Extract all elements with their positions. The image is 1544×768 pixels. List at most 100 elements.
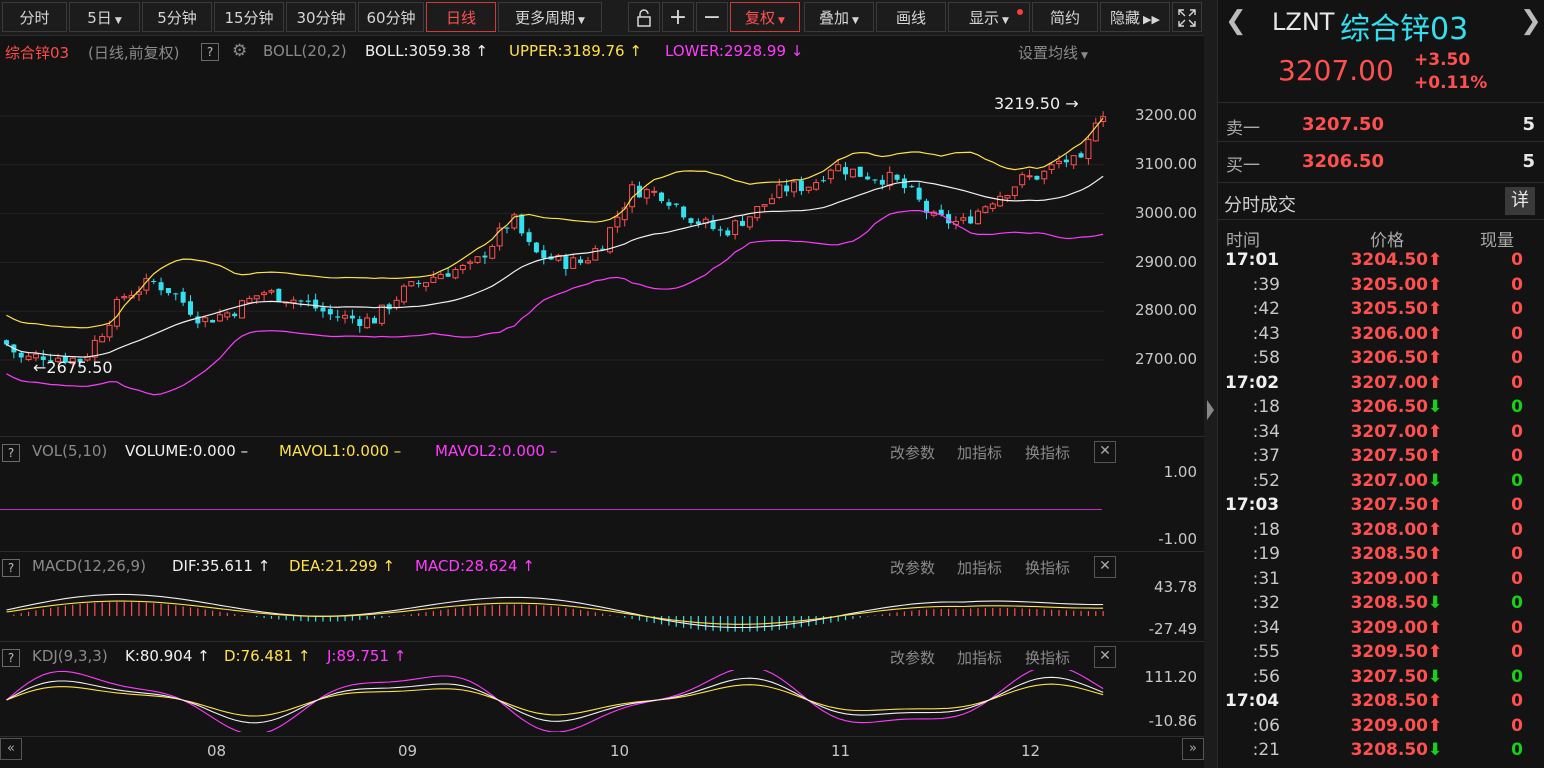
draw-line-button[interactable]: 画线 <box>876 2 946 32</box>
tick-row: :37 3207.50 ⬆ 0 <box>1218 446 1544 471</box>
next-contract-icon[interactable]: ❯ <box>1520 6 1542 36</box>
dea-value: DEA:21.299 ↑ <box>289 557 395 575</box>
candle-body <box>268 290 275 293</box>
candle-body <box>467 261 474 264</box>
change-params-button[interactable]: 改参数 <box>890 444 936 462</box>
candle-body <box>253 295 260 300</box>
switch-indicator-button[interactable]: 换指标 <box>1025 444 1071 462</box>
hide-button[interactable]: 隐藏 ▶▶ <box>1100 2 1170 32</box>
candle-body <box>909 186 915 188</box>
help-icon[interactable]: ? <box>2 444 20 462</box>
collapse-right-icon <box>1207 400 1214 420</box>
scroll-right-icon[interactable]: » <box>1182 738 1204 760</box>
tick-price: 3204.50 <box>1350 250 1428 270</box>
close-panel-icon[interactable]: ✕ <box>1094 441 1116 463</box>
arrow-up-icon: ↑ <box>393 647 407 665</box>
add-indicator-button[interactable]: 加指标 <box>957 444 1003 462</box>
tick-row: :52 3207.00 ⬇ 0 <box>1218 471 1544 496</box>
candle-body <box>592 248 599 261</box>
candle-body <box>459 264 466 271</box>
boll-mid-line <box>6 175 1104 358</box>
candle-body <box>202 317 209 323</box>
tick-time: :32 <box>1252 593 1280 613</box>
candlestick-chart[interactable] <box>0 68 1112 436</box>
tick-volume: 0 <box>1511 715 1523 736</box>
detail-button[interactable]: 详 <box>1505 187 1535 215</box>
close-panel-icon[interactable]: ✕ <box>1094 646 1116 668</box>
tick-volume: 0 <box>1511 299 1523 319</box>
chart-area[interactable]: 分时 5日 ▼ 5分钟 15分钟 30分钟 60分钟 日线 更多周期 ▼ + − 复… <box>0 0 1204 768</box>
candle-body <box>430 276 437 283</box>
candle-body <box>584 260 591 264</box>
candle-body <box>761 204 768 207</box>
vol-indicator-name: VOL(5,10) <box>32 442 108 460</box>
display-dropdown[interactable]: 显示 ▼ <box>948 2 1030 32</box>
add-indicator-button[interactable]: 加指标 <box>957 559 1003 577</box>
arrow-down-icon: ⬇ <box>1428 397 1443 417</box>
tick-row: 17:02 3207.00 ⬆ 0 <box>1218 373 1544 398</box>
arrow-up-icon: ⬆ <box>1428 568 1443 589</box>
candle-body <box>1070 155 1077 166</box>
dea-line <box>6 600 1104 625</box>
more-periods-dropdown[interactable]: 更多周期 ▼ <box>498 2 602 32</box>
period-tab-5day[interactable]: 5日 ▼ <box>69 2 140 32</box>
candle-body <box>290 299 297 304</box>
candle-body <box>555 254 562 261</box>
candle-body <box>210 319 216 323</box>
candle-body <box>798 180 804 191</box>
change-params-button[interactable]: 改参数 <box>890 559 936 577</box>
period-tab-15min[interactable]: 15分钟 <box>214 2 284 32</box>
candle-body <box>849 168 856 178</box>
lock-button[interactable] <box>628 2 660 32</box>
tick-volume: 0 <box>1511 740 1523 760</box>
candle-body <box>651 190 658 193</box>
candle-body <box>32 353 39 359</box>
help-icon[interactable]: ? <box>201 43 219 61</box>
set-ma-dropdown[interactable]: 设置均线 ▼ <box>1018 44 1088 62</box>
candle-body <box>710 220 716 230</box>
dif-value: DIF:35.611 ↑ <box>172 557 271 575</box>
k-value: K:80.904 ↑ <box>125 647 210 665</box>
macd-axis-bottom: -27.49 <box>1148 620 1197 638</box>
period-tab-fenshi[interactable]: 分时 <box>2 2 67 32</box>
fullscreen-button[interactable] <box>1172 2 1202 32</box>
candle-body <box>25 355 32 361</box>
x-axis-label: 08 <box>207 742 227 760</box>
tick-price: 3206.50 <box>1350 397 1428 417</box>
period-tab-60min[interactable]: 60分钟 <box>358 2 424 32</box>
arrow-up-icon: ⬆ <box>1428 446 1443 466</box>
x-axis-label: 10 <box>610 742 630 760</box>
close-panel-icon[interactable]: ✕ <box>1094 556 1116 578</box>
zoom-in-button[interactable]: + <box>662 2 694 32</box>
tick-volume: 0 <box>1511 446 1523 466</box>
x-axis-divider <box>0 736 1204 737</box>
period-tab-5min[interactable]: 5分钟 <box>142 2 212 32</box>
overlay-dropdown[interactable]: 叠加 ▼ <box>804 2 874 32</box>
fuquan-dropdown[interactable]: 复权 ▼ <box>730 2 800 32</box>
candle-body <box>725 230 731 236</box>
arrow-up-icon: ⬆ <box>1428 642 1443 662</box>
prev-contract-icon[interactable]: ❮ <box>1225 6 1247 36</box>
zoom-out-button[interactable]: − <box>696 2 728 32</box>
candle-body <box>732 220 739 235</box>
arrow-up-icon: ⬆ <box>1428 323 1443 344</box>
tick-volume: 0 <box>1511 421 1523 442</box>
switch-indicator-button[interactable]: 换指标 <box>1025 649 1071 667</box>
period-tab-30min[interactable]: 30分钟 <box>286 2 356 32</box>
price-axis-label: 2800.00 <box>1134 301 1197 319</box>
candle-body <box>813 182 820 190</box>
arrow-up-icon: ⬆ <box>1428 495 1443 515</box>
price-axis-label: 3200.00 <box>1134 106 1197 124</box>
switch-indicator-button[interactable]: 换指标 <box>1025 559 1071 577</box>
change-params-button[interactable]: 改参数 <box>890 649 936 667</box>
help-icon[interactable]: ? <box>2 559 20 577</box>
help-icon[interactable]: ? <box>2 649 20 667</box>
panel-resize-handle[interactable] <box>1204 0 1217 768</box>
settings-gear-icon[interactable]: ⚙ <box>232 41 248 61</box>
tick-price: 3207.50 <box>1350 446 1428 466</box>
scroll-left-icon[interactable]: « <box>0 738 22 760</box>
simple-mode-button[interactable]: 简约 <box>1032 2 1098 32</box>
tick-time: :18 <box>1252 519 1280 540</box>
period-tab-daily[interactable]: 日线 <box>426 2 496 32</box>
add-indicator-button[interactable]: 加指标 <box>957 649 1003 667</box>
